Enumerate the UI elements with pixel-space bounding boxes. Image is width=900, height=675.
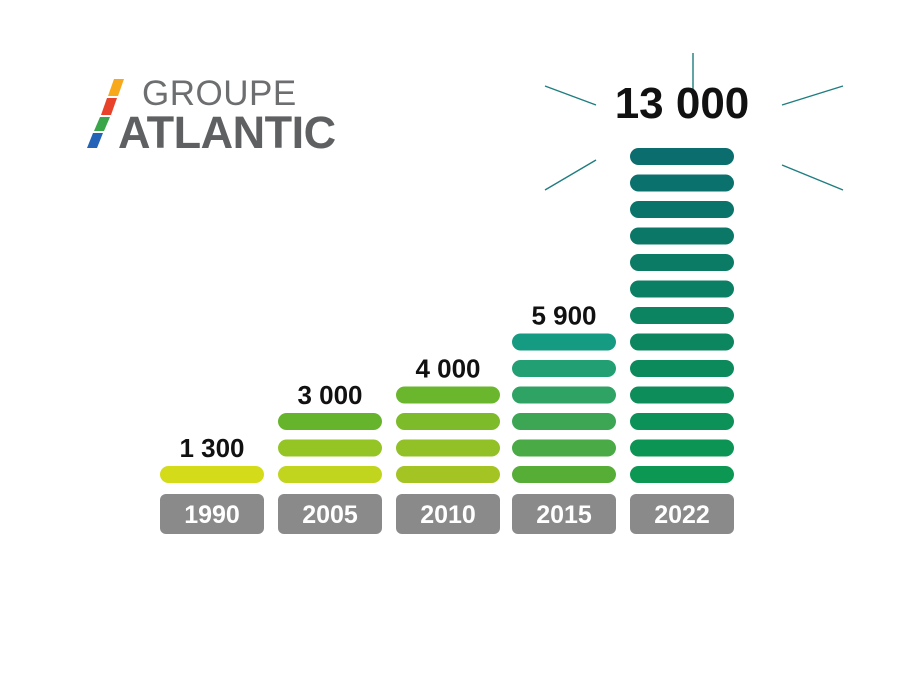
bar-segment-2022-1 [630, 466, 734, 483]
category-label-box-2015 [512, 494, 616, 534]
value-label-2005: 3 000 [297, 380, 362, 410]
bar-segment-2022-6 [630, 333, 734, 351]
category-label-2010: 2010 [420, 501, 476, 529]
bar-segment-2022-5 [630, 360, 734, 377]
category-label-2015: 2015 [536, 501, 592, 529]
bar-segment-2015-6 [512, 333, 616, 351]
category-label-box-2010 [396, 494, 500, 534]
category-label-1990: 1990 [184, 501, 240, 529]
value-label-1990: 1 300 [179, 433, 244, 463]
category-label-2005: 2005 [302, 501, 358, 529]
bar-segment-2022-12 [630, 174, 734, 192]
burst-ray-4 [544, 159, 597, 191]
bar-segment-2015-4 [512, 386, 616, 404]
burst-ray-3 [781, 85, 844, 106]
bar-segment-2005-3 [278, 413, 382, 430]
logo-wordmark-groupe: GROUPE [142, 74, 297, 113]
highlight-burst-rays [544, 53, 844, 191]
bar-segment-2022-2 [630, 439, 734, 457]
value-label-2010: 4 000 [415, 354, 480, 384]
bar-segment-2010-1 [396, 466, 500, 483]
logo-stripes-icon [87, 79, 124, 148]
bar-2015: 5 900 2015 [512, 301, 616, 534]
bar-segment-2022-7 [630, 307, 734, 324]
value-label-2022: 13 000 [615, 79, 750, 128]
bar-segment-2022-10 [630, 227, 734, 245]
bar-2005: 3 000 2005 [278, 380, 382, 534]
bar-segment-2015-5 [512, 360, 616, 377]
category-label-box-1990 [160, 494, 264, 534]
bars-group: 1 300 1990 3 000 2005 4 000 2010 5 900 2015 13 0… [160, 79, 749, 534]
bar-segment-2005-1 [278, 466, 382, 483]
bar-segment-2015-2 [512, 439, 616, 457]
bar-segment-2022-3 [630, 413, 734, 430]
bar-2010: 4 000 2010 [396, 354, 500, 534]
value-label-2015: 5 900 [531, 301, 596, 331]
category-label-2022: 2022 [654, 501, 710, 529]
burst-ray-2 [544, 85, 597, 106]
bar-segment-2022-13 [630, 148, 734, 165]
bar-segment-2015-1 [512, 466, 616, 483]
bar-segment-2005-2 [278, 439, 382, 457]
bar-segment-2022-9 [630, 254, 734, 271]
bar-segment-2022-4 [630, 386, 734, 404]
bar-segment-2022-8 [630, 280, 734, 298]
bar-segment-1990-1 [160, 466, 264, 483]
bar-segment-2010-4 [396, 386, 500, 404]
burst-ray-5 [781, 164, 844, 191]
bar-segment-2022-11 [630, 201, 734, 218]
bar-segment-2015-3 [512, 413, 616, 430]
category-label-box-2022 [630, 494, 734, 534]
bar-2022: 13 000 2022 [615, 79, 750, 534]
bar-segment-2010-3 [396, 413, 500, 430]
groupe-atlantic-logo: GROUPE ATLANTIC [76, 74, 356, 158]
bar-segment-2010-2 [396, 439, 500, 457]
logo-wordmark-atlantic: ATLANTIC [118, 107, 336, 158]
bar-1990: 1 300 1990 [160, 433, 264, 534]
category-label-box-2005 [278, 494, 382, 534]
